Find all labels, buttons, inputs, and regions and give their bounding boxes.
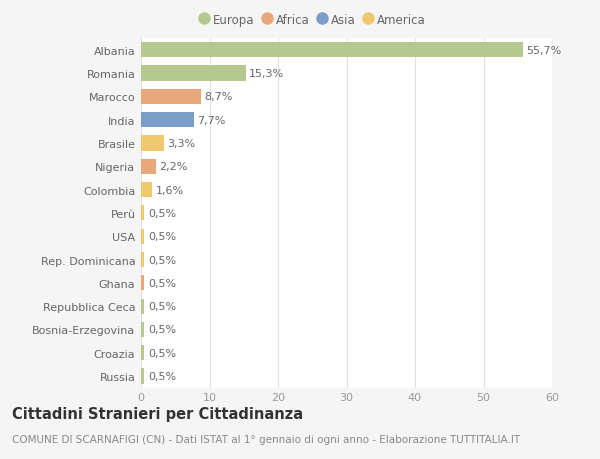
Bar [141,276,145,291]
Bar [141,113,194,128]
Text: 7,7%: 7,7% [197,115,226,125]
Bar [141,136,164,151]
Text: 0,5%: 0,5% [148,302,176,312]
Text: 0,5%: 0,5% [148,325,176,335]
Text: Cittadini Stranieri per Cittadinanza: Cittadini Stranieri per Cittadinanza [12,406,303,421]
Text: COMUNE DI SCARNAFIGI (CN) - Dati ISTAT al 1° gennaio di ogni anno - Elaborazione: COMUNE DI SCARNAFIGI (CN) - Dati ISTAT a… [12,434,520,444]
Bar [141,90,200,105]
Bar [141,346,145,360]
Bar [141,252,145,268]
Bar [141,159,156,174]
Text: 0,5%: 0,5% [148,255,176,265]
Bar [141,67,246,81]
Text: 0,5%: 0,5% [148,208,176,218]
Text: 0,5%: 0,5% [148,232,176,242]
Text: 55,7%: 55,7% [526,45,561,56]
Bar [141,183,152,198]
Text: 2,2%: 2,2% [160,162,188,172]
Text: 0,5%: 0,5% [148,278,176,288]
Bar [141,206,145,221]
Bar [141,299,145,314]
Text: 3,3%: 3,3% [167,139,195,149]
Text: 8,7%: 8,7% [204,92,232,102]
Bar [141,369,145,384]
Bar [141,43,523,58]
Text: 0,5%: 0,5% [148,371,176,381]
Text: 15,3%: 15,3% [249,69,284,79]
Legend: Europa, Africa, Asia, America: Europa, Africa, Asia, America [199,12,428,29]
Text: 1,6%: 1,6% [155,185,184,195]
Bar [141,322,145,337]
Bar [141,229,145,244]
Text: 0,5%: 0,5% [148,348,176,358]
